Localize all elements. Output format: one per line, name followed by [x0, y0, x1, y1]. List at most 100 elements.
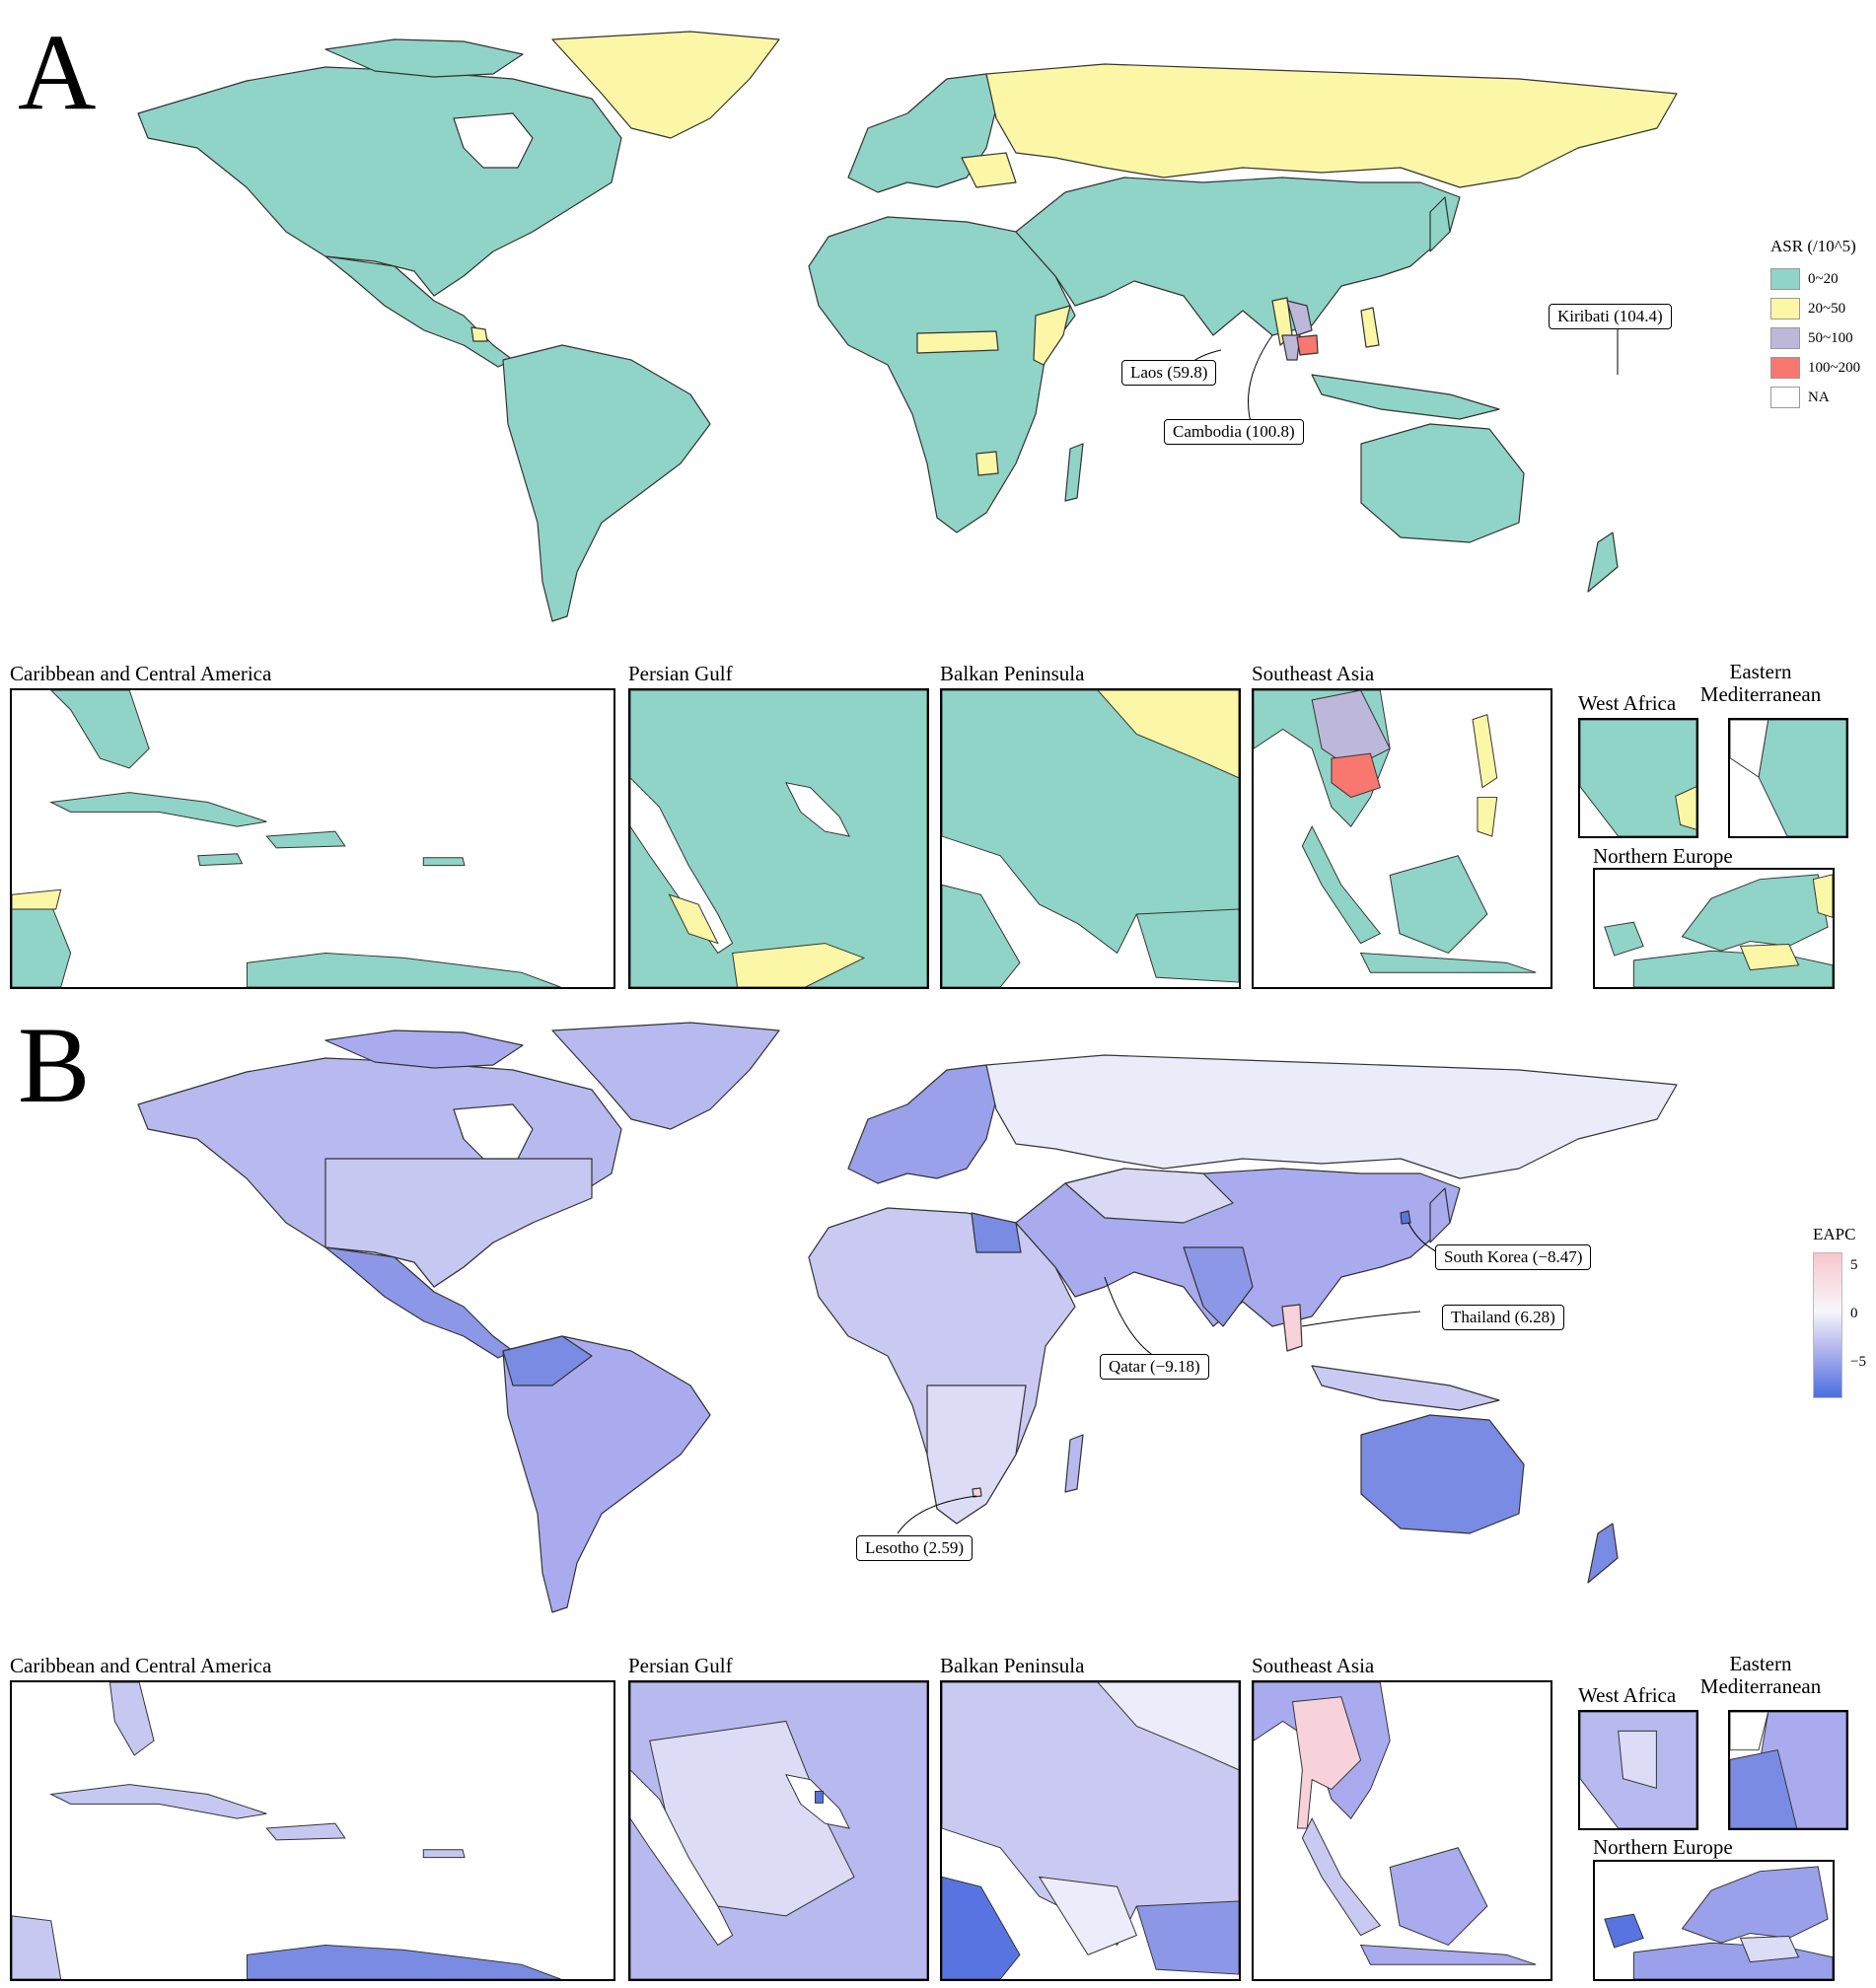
country-cambodia — [1296, 334, 1319, 356]
country-central-asia — [1064, 1168, 1234, 1224]
legend-item: 0~20 — [1770, 264, 1860, 294]
inset-caribbean — [10, 1680, 615, 1981]
panel-letter-a: A — [18, 12, 97, 132]
inset-title-west-africa: West Africa — [1578, 1683, 1677, 1707]
hudson-bay — [453, 1103, 534, 1160]
country-europe — [847, 1064, 997, 1184]
inset-west-africa — [1578, 718, 1698, 838]
country-thailand — [1281, 334, 1301, 361]
country-russia — [985, 1054, 1678, 1179]
country-somalia — [1033, 305, 1071, 366]
country-south-america — [502, 344, 711, 622]
legend-tick: 0 — [1850, 1306, 1858, 1321]
legend-swatch — [1770, 298, 1800, 320]
country-egypt — [971, 1212, 1022, 1253]
legend-item: NA — [1770, 383, 1860, 412]
inset-west-africa — [1578, 1710, 1698, 1830]
country-laos — [1286, 300, 1313, 336]
callout-south-korea: South Korea (−8.47) — [1435, 1244, 1592, 1270]
country-guatemala — [470, 326, 488, 342]
country-greenland — [551, 1022, 780, 1130]
legend-label: NA — [1808, 389, 1830, 405]
country-colombia-venezuela — [502, 1335, 593, 1386]
legend-tick: −5 — [1850, 1354, 1866, 1370]
inset-title-caribbean: Caribbean and Central America — [10, 1654, 272, 1677]
legend-swatch — [1770, 357, 1800, 379]
country-new-zealand — [1587, 1523, 1619, 1584]
legend-swatch — [1770, 387, 1800, 408]
country-thailand — [1281, 1304, 1303, 1352]
callout-laos: Laos (59.8) — [1121, 360, 1217, 386]
country-australia — [1360, 423, 1525, 543]
world-map-eapc — [137, 1022, 1678, 1613]
country-new-zealand — [1587, 532, 1619, 593]
inset-southeast-asia — [1252, 1680, 1552, 1981]
callout-qatar: Qatar (−9.18) — [1100, 1354, 1209, 1380]
country-africa — [808, 216, 1076, 533]
inset-persian-gulf — [628, 688, 929, 989]
callout-lesotho: Lesotho (2.59) — [856, 1535, 974, 1561]
legend-swatch — [1770, 327, 1800, 349]
country-ukraine-belarus — [961, 152, 1017, 188]
legend-title: EAPC — [1813, 1225, 1856, 1243]
callout-kiribati: Kiribati (104.4) — [1549, 304, 1672, 329]
inset-title-west-africa: West Africa — [1578, 691, 1677, 715]
legend-asr: ASR (/10^5) 0~20 20~50 50~100 100~200 NA — [1770, 237, 1860, 412]
inset-persian-gulf — [628, 1680, 929, 1981]
hudson-bay — [453, 112, 534, 169]
country-zimbabwe — [975, 451, 999, 476]
inset-balkan — [940, 688, 1241, 989]
country-usa — [325, 1158, 593, 1288]
legend-item: 20~50 — [1770, 294, 1860, 323]
inset-eastern-mediterranean — [1728, 718, 1848, 838]
inset-title-caribbean: Caribbean and Central America — [10, 662, 272, 685]
country-japan — [1429, 196, 1451, 252]
legend-item: 100~200 — [1770, 353, 1860, 383]
legend-eapc: EAPC — [1813, 1225, 1855, 1252]
panel-letter-b: B — [18, 1005, 91, 1125]
legend-label: 0~20 — [1808, 270, 1839, 287]
country-north-america — [137, 66, 622, 297]
country-canada-islands — [325, 38, 524, 78]
country-europe — [847, 73, 997, 193]
country-lesotho — [972, 1487, 982, 1498]
inset-northern-europe — [1593, 1860, 1835, 1981]
country-japan — [1429, 1187, 1451, 1243]
country-greenland — [551, 31, 780, 139]
world-map-asr — [137, 31, 1678, 622]
inset-title-northern-europe: Northern Europe — [1593, 1835, 1733, 1859]
callout-cambodia: Cambodia (100.8) — [1164, 419, 1304, 445]
country-southern-africa — [926, 1384, 1027, 1525]
country-madagascar — [1064, 443, 1084, 502]
legend-label: 20~50 — [1808, 300, 1846, 317]
country-indonesia — [1311, 374, 1500, 420]
inset-title-eastern-mediterranean: Eastern Mediterranean — [1699, 660, 1822, 707]
legend-gradient-bar — [1813, 1252, 1842, 1398]
inset-title-southeast-asia: Southeast Asia — [1252, 1654, 1375, 1677]
inset-caribbean — [10, 688, 615, 989]
legend-label: 100~200 — [1808, 359, 1861, 376]
country-asia — [1015, 177, 1461, 336]
country-sudan-band — [916, 330, 999, 354]
inset-title-persian-gulf: Persian Gulf — [628, 1654, 733, 1677]
legend-item: 50~100 — [1770, 323, 1860, 353]
inset-title-balkan: Balkan Peninsula — [940, 1654, 1085, 1677]
country-australia — [1360, 1414, 1525, 1534]
country-indonesia — [1311, 1365, 1500, 1411]
country-russia — [985, 63, 1678, 188]
inset-title-southeast-asia: Southeast Asia — [1252, 662, 1375, 685]
inset-balkan — [940, 1680, 1241, 1981]
country-canada-islands — [325, 1030, 524, 1069]
country-india — [1183, 1246, 1254, 1327]
inset-title-eastern-mediterranean: Eastern Mediterranean — [1699, 1652, 1822, 1699]
inset-title-persian-gulf: Persian Gulf — [628, 662, 733, 685]
legend-tick: 5 — [1850, 1257, 1858, 1273]
country-philippines — [1360, 307, 1380, 348]
legend-label: 50~100 — [1808, 329, 1853, 346]
country-south-america — [502, 1335, 711, 1613]
inset-northern-europe — [1593, 868, 1835, 989]
legend-title: ASR (/10^5) — [1770, 237, 1856, 255]
inset-eastern-mediterranean — [1728, 1710, 1848, 1830]
inset-title-northern-europe: Northern Europe — [1593, 844, 1733, 868]
callout-thailand: Thailand (6.28) — [1442, 1305, 1564, 1330]
